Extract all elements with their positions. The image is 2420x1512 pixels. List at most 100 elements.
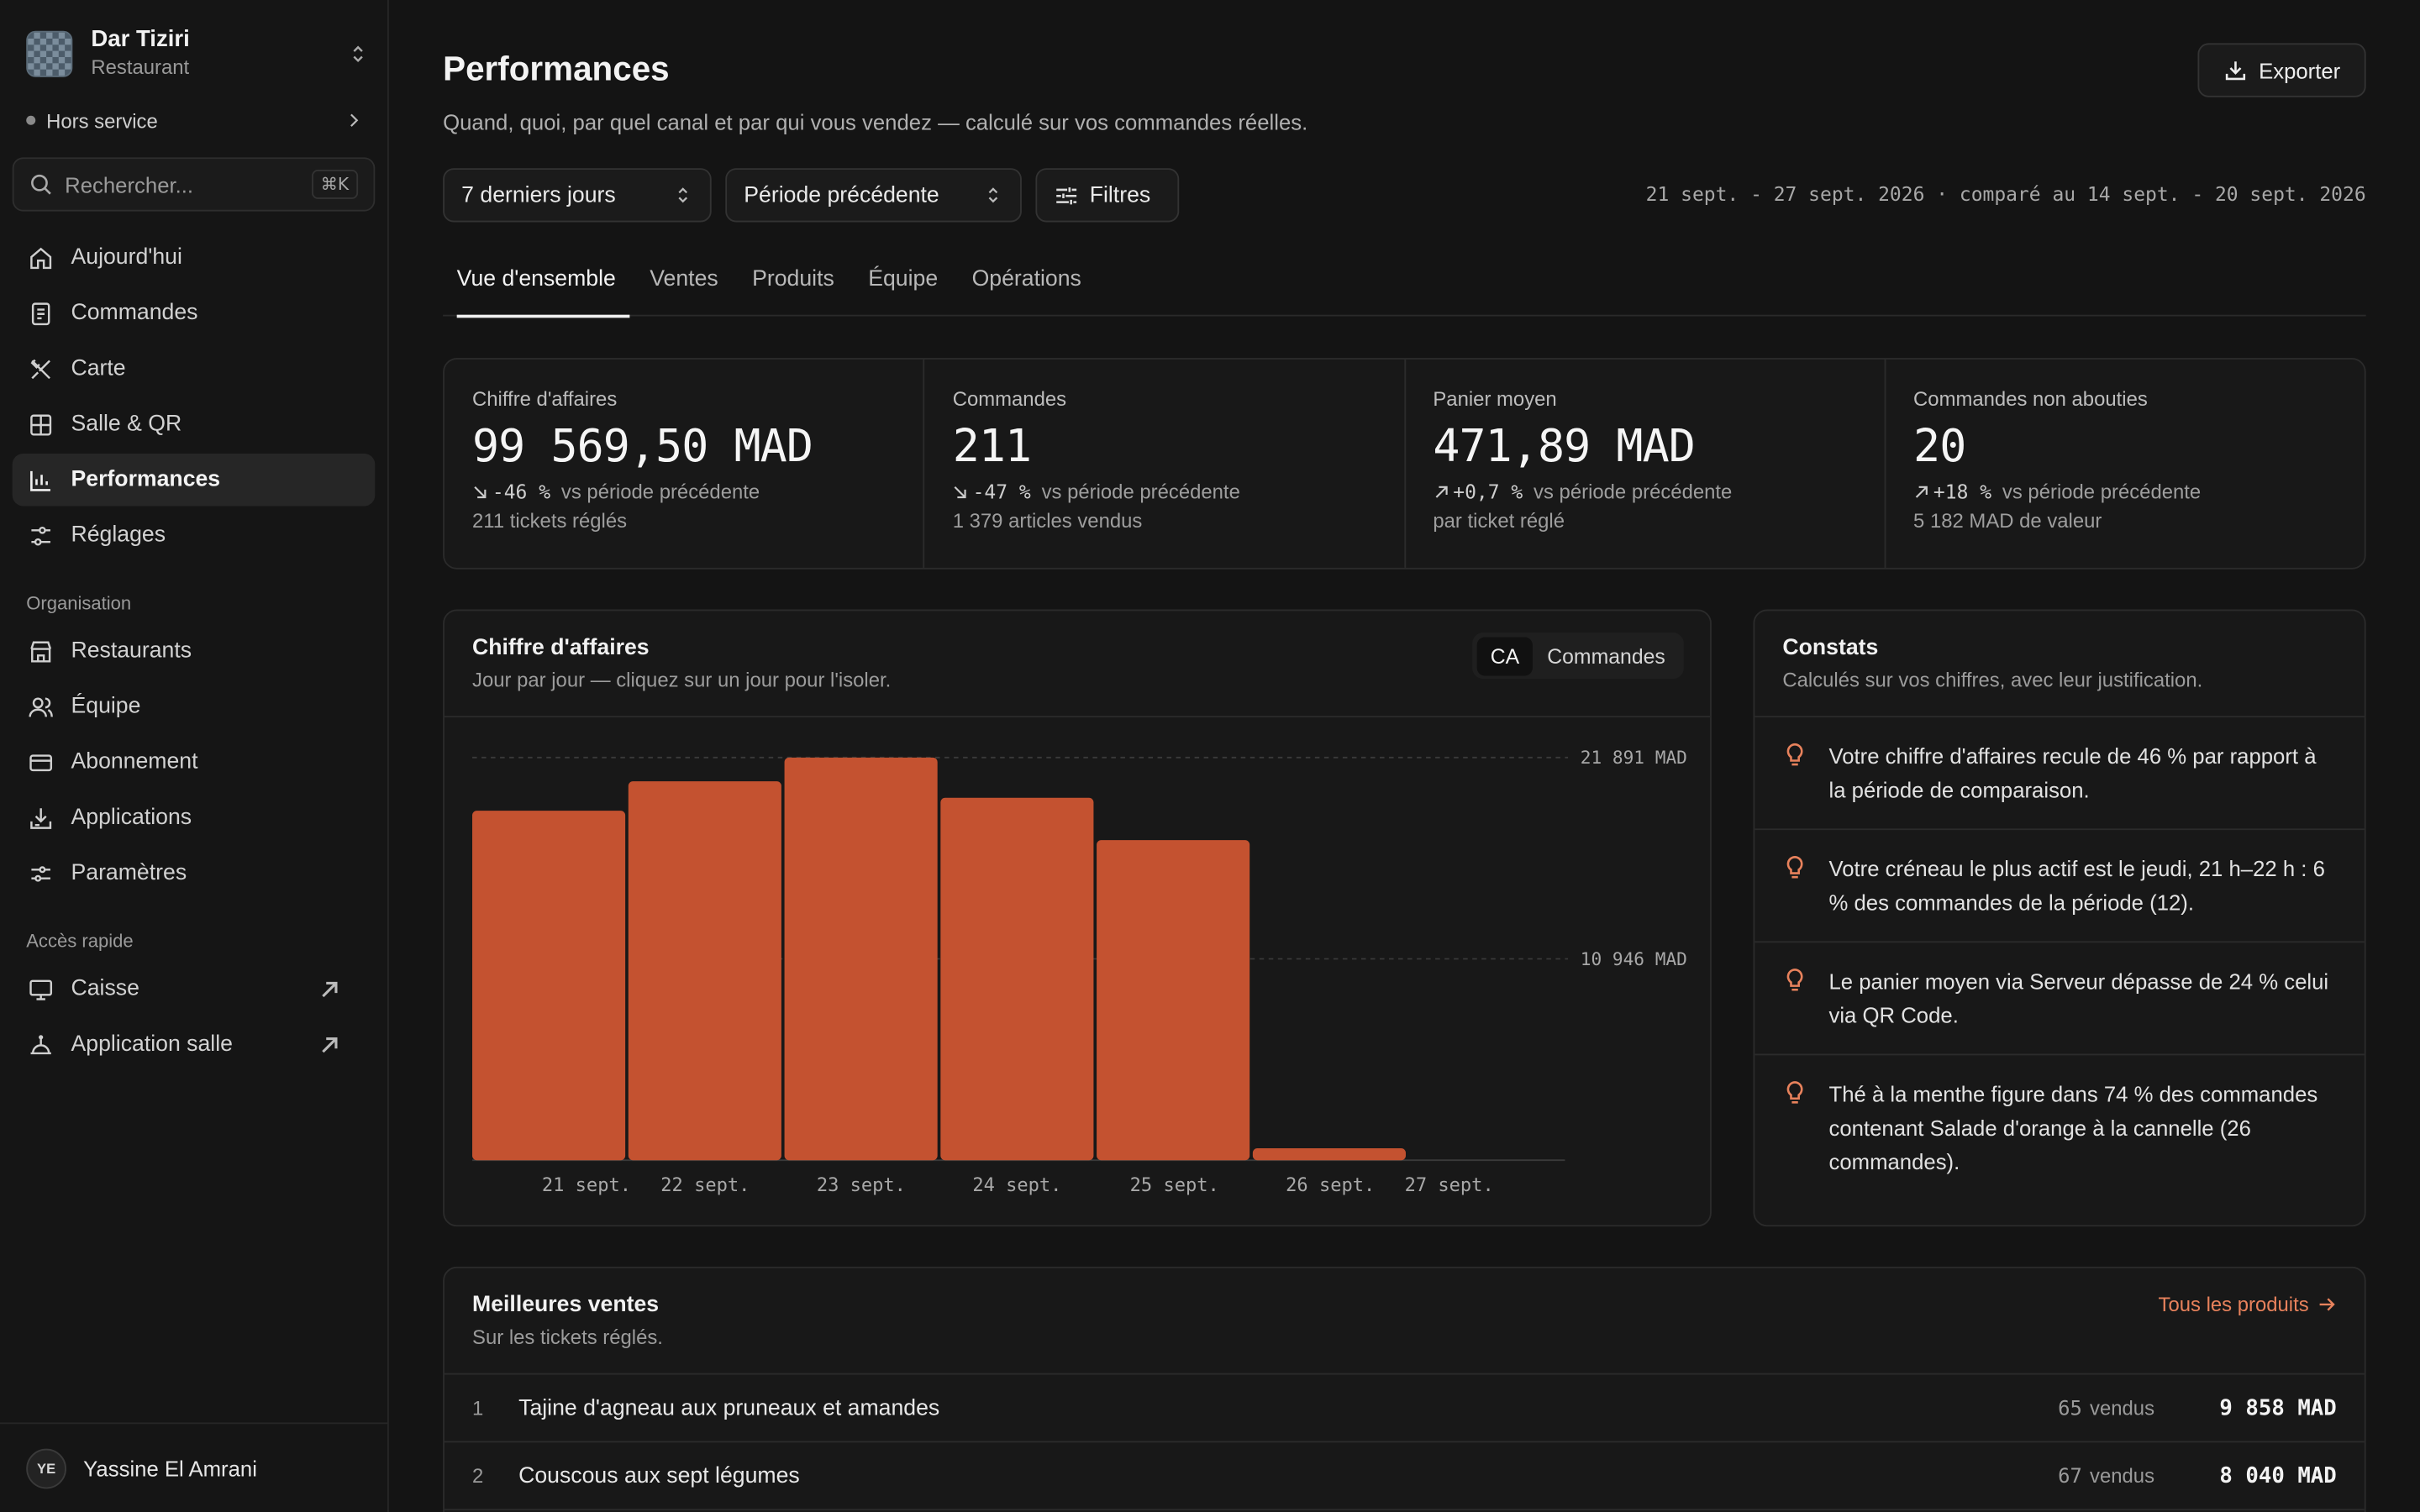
nav-item-applications[interactable]: Applications [13,791,376,843]
page-subtitle: Quand, quoi, par quel canal et par qui v… [443,109,1308,134]
y-tick-label: 10 946 MAD [1581,948,1687,969]
kpi-orders: Commandes 211 -47 % vs période précédent… [925,359,1406,568]
table-row[interactable]: 2 Couscous aux sept légumes 67 vendus 8 0… [444,1442,2365,1511]
kpi-label: Chiffre d'affaires [472,387,618,411]
lightbulb-icon [1786,1081,1803,1104]
external-link-icon [322,980,338,997]
chart-bar[interactable] [1097,840,1250,1161]
nav-label: Commandes [71,301,198,326]
arrow-right-icon [2319,1298,2335,1311]
workspace-type: Restaurant [91,55,190,79]
grid-icon [30,413,52,435]
nav-item-performances[interactable]: Performances [12,453,376,507]
x-tick-label: 21 sept. [542,1175,631,1196]
toggle-orders[interactable]: Commandes [1547,643,1665,668]
kpi-delta-compare: vs période précédente [560,480,760,503]
nav-label: Application salle [71,1032,233,1058]
toggle-ca[interactable]: CA [1476,636,1534,675]
download-tray-icon [30,807,52,828]
workspace-name: Dar Tiziri [91,26,190,53]
kpi-foot: 5 182 MAD de valeur [1913,509,2102,533]
chart-bar[interactable] [940,797,1094,1161]
kpi-delta: -46 % vs période précédente [472,480,896,503]
qty-unit: vendus [2090,1395,2155,1419]
cloche-icon [30,1034,51,1054]
nav-label: Salle & QR [71,412,182,437]
metric-toggle: CA Commandes [1471,633,1684,680]
export-label: Exporter [2259,57,2341,83]
nav-item-parameters[interactable]: Paramètres [13,847,376,899]
period-select[interactable]: 7 derniers jours [443,168,712,223]
nav-label: Caisse [71,976,139,1002]
tab-overview[interactable]: Vue d'ensemble [443,253,630,318]
nav-item-subscription[interactable]: Abonnement [13,736,376,788]
export-button[interactable]: Exporter [2197,43,2366,97]
insight-text: Votre créneau le plus actif est le jeudi… [1828,856,2325,916]
search-input[interactable]: Rechercher... ⌘K [12,157,376,212]
card-title: Chiffre d'affaires [472,635,650,661]
kpi-delta-value: -47 % [972,480,1031,503]
tab-operations[interactable]: Opérations [971,266,1081,292]
nav-item-restaurants[interactable]: Restaurants [13,625,376,677]
all-products-link[interactable]: Tous les produits [2159,1293,2337,1316]
arrow-down-right-icon [955,486,967,498]
kpi-delta-value: +18 % [1933,480,1992,503]
service-status[interactable]: Hors service [26,105,362,136]
user-menu[interactable]: YE Yassine El Amrani [0,1422,388,1512]
kpi-label: Commandes [952,387,1067,411]
insight-item: Votre créneau le plus actif est le jeudi… [1754,830,2365,943]
table-row[interactable]: 1 Tajine d'agneau aux pruneaux et amande… [444,1374,2365,1443]
chart-bar[interactable] [472,811,626,1161]
insights-card: Constats Calculés sur vos chiffres, avec… [1753,609,2366,1227]
nav-item-orders[interactable]: Commandes [13,287,376,339]
x-tick-label: 24 sept. [972,1175,1061,1196]
store-icon [30,640,52,662]
nav-item-menu[interactable]: Carte [13,343,376,395]
nav-item-room-app[interactable]: Application salle [13,1018,376,1070]
tab-bar: Vue d'ensemble Ventes Produits Équipe Op… [443,253,2366,318]
x-tick-label: 27 sept. [1405,1175,1494,1196]
link-label: Tous les produits [2158,1293,2309,1316]
nav-item-today[interactable]: Aujourd'hui [13,232,376,284]
nav-item-cashier[interactable]: Caisse [13,963,376,1015]
kpi-value: 20 [1913,419,1966,473]
arrow-up-right-icon [1915,485,1928,497]
quick-nav: Caisse Application salle [13,963,376,1074]
page-title: Performances [443,49,670,88]
sidebar: Dar Tiziri Restaurant Hors service Reche… [0,0,389,1512]
nav-item-team[interactable]: Équipe [13,680,376,732]
chevron-up-down-icon [988,187,998,203]
credit-card-icon [29,753,53,771]
nav-item-room-qr[interactable]: Salle & QR [13,398,376,450]
compare-value: Période précédente [744,182,939,208]
nav-label: Aujourd'hui [71,245,182,270]
filters-button[interactable]: Filtres [1035,168,1180,223]
nav-heading-organisation: Organisation [26,592,132,615]
tab-team[interactable]: Équipe [868,266,939,292]
filter-sliders-icon [1056,186,1077,204]
chevron-right-icon [350,113,359,127]
kpi-delta: +18 % vs période précédente [1913,480,2337,503]
nav-item-settings[interactable]: Réglages [13,509,376,561]
nav-label: Applications [71,805,192,831]
org-nav: Restaurants Équipe Abonnement Applicatio… [13,625,376,903]
tab-products[interactable]: Produits [752,266,834,292]
row-amount: 8 040 MAD [2219,1463,2337,1488]
kpi-delta-value: -46 % [492,480,551,503]
nav-label: Paramètres [71,860,187,886]
main-nav: Aujourd'hui Commandes Carte Salle & QR P… [12,232,376,565]
kpi-value: 99 569,50 MAD [472,419,813,473]
chart-bar[interactable] [628,781,781,1161]
compare-select[interactable]: Période précédente [725,168,1022,223]
search-icon [31,174,51,195]
chart-bar[interactable] [784,757,938,1161]
chart-bar[interactable] [1252,1147,1406,1161]
x-tick-label: 25 sept. [1130,1175,1219,1196]
kpi-delta-compare: vs période précédente [1534,480,1733,503]
tab-sales[interactable]: Ventes [650,266,718,292]
search-placeholder: Rechercher... [65,171,194,197]
kpi-delta-compare: vs période précédente [1041,480,1240,503]
chevron-up-down-icon [678,187,688,203]
workspace-switcher[interactable]: Dar Tiziri Restaurant [26,26,369,81]
kpi-label: Commandes non abouties [1913,387,2148,411]
